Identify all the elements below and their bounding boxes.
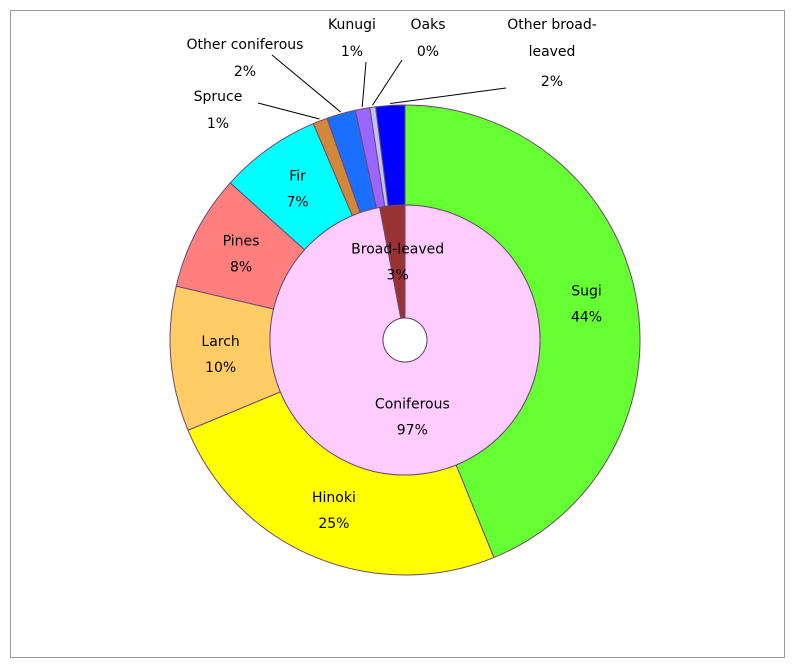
segment-value-label: 3% <box>387 267 409 283</box>
segment-value-label: 7% <box>286 194 308 210</box>
leader-line <box>390 87 507 104</box>
segment-label: Fir <box>289 168 306 184</box>
segment-label: Sugi <box>571 283 602 299</box>
segment-label: Other coniferous <box>187 37 304 53</box>
segment-label: Hinoki <box>312 490 356 506</box>
leader-line <box>257 102 320 120</box>
segment-value-label: 97% <box>397 423 428 439</box>
segment-label: Broad-leaved <box>351 241 444 257</box>
segment-label: Kunugi <box>328 17 376 33</box>
segment-label-line: Other broad- <box>507 17 597 33</box>
segment-label: Oaks <box>411 17 446 33</box>
segment-label: Larch <box>201 334 239 350</box>
segment-label: Other broad-leaved <box>507 17 597 60</box>
segment-label: Pines <box>223 233 260 249</box>
leader-line <box>361 61 367 107</box>
segment-label: Spruce <box>194 89 243 105</box>
segment-label-line: leaved <box>529 44 576 60</box>
leader-line <box>372 59 403 106</box>
segment-value-label: 10% <box>205 360 236 376</box>
segment-value-label: 44% <box>571 309 602 325</box>
segment-label: Coniferous <box>375 397 450 413</box>
segment-value-label: 8% <box>230 259 252 275</box>
segment-value-label: 2% <box>234 64 256 80</box>
segment-value-label: 1% <box>207 116 229 132</box>
donut-hole <box>382 317 428 363</box>
leader-line <box>271 54 341 113</box>
segment-value-label: 0% <box>417 44 439 60</box>
segment-value-label: 2% <box>541 74 563 90</box>
segment-value-label: 1% <box>341 44 363 60</box>
segment-value-label: 25% <box>318 516 349 532</box>
